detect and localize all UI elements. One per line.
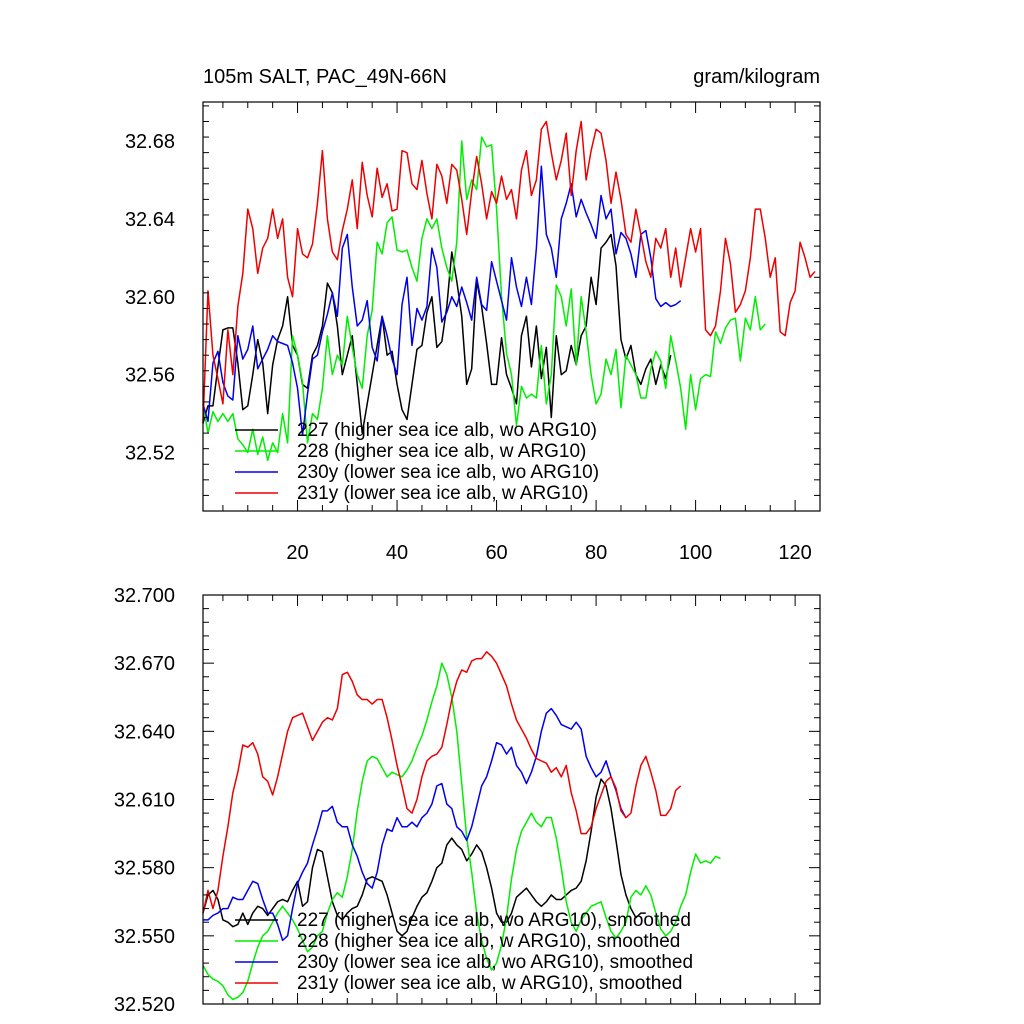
- y-tick-label: 32.640: [114, 721, 175, 743]
- bottom-series-layer: [202, 651, 721, 1001]
- y-tick-label: 32.64: [125, 209, 175, 231]
- top-title-left: 105m SALT, PAC_49N-66N: [203, 66, 447, 88]
- y-tick-label: 32.670: [114, 653, 175, 675]
- bottom-legend: 227 (higher sea ice alb, wo ARG10), smoo…: [235, 910, 693, 994]
- series-line-0-0: [202, 233, 672, 434]
- legend-label: 228 (higher sea ice alb, w ARG10): [297, 441, 586, 462]
- top-plot-frame: [202, 101, 821, 512]
- legend-label: 231y (lower sea ice alb, w ARG10), smoot…: [297, 973, 682, 994]
- y-tick-label: 32.520: [114, 994, 175, 1016]
- series-line-1-0: [202, 778, 646, 937]
- top-title-right: gram/kilogram: [693, 66, 820, 88]
- y-tick-label: 32.52: [125, 443, 175, 465]
- x-tick-label: 60: [485, 542, 507, 564]
- legend-label: 230y (lower sea ice alb, wo ARG10), smoo…: [297, 952, 693, 973]
- x-tick-label: 120: [778, 542, 811, 564]
- y-tick-label: 32.60: [125, 287, 175, 309]
- series-line-0-3: [202, 120, 816, 424]
- y-tick-label: 32.56: [125, 365, 175, 387]
- bottom-ticks: 32.520 32.550 32.580 32.610 32.640 32.670 32.7…: [114, 585, 821, 1016]
- x-tick-label: 40: [386, 542, 408, 564]
- legend-label: 230y (lower sea ice alb, wo ARG10): [297, 462, 599, 483]
- series-line-0-1: [202, 136, 766, 462]
- y-tick-label: 32.610: [114, 790, 175, 812]
- legend-label: 227 (higher sea ice alb, wo ARG10): [297, 420, 597, 441]
- top-panel: 105m SALT, PAC_49N-66N gram/kilogram 20 4…: [125, 66, 821, 564]
- legend-label: 231y (lower sea ice alb, w ARG10): [297, 483, 588, 504]
- series-line-0-2: [202, 165, 682, 436]
- top-series-layer: [202, 120, 816, 462]
- series-line-1-1: [202, 662, 721, 1001]
- y-tick-label: 32.550: [114, 926, 175, 948]
- x-tick-label: 100: [679, 542, 712, 564]
- y-tick-label: 32.580: [114, 858, 175, 880]
- y-tick-label: 32.68: [125, 131, 175, 153]
- legend-label: 228 (higher sea ice alb, w ARG10), smoot…: [297, 931, 680, 952]
- top-legend: 227 (higher sea ice alb, wo ARG10)228 (h…: [235, 420, 599, 504]
- x-tick-label: 20: [286, 542, 308, 564]
- top-ticks: 20 40 60 80 100 120 32.52 32.56 32.60 32.64 32.68: [125, 102, 821, 564]
- legend-label: 227 (higher sea ice alb, wo ARG10), smoo…: [297, 910, 691, 931]
- series-line-1-3: [202, 651, 682, 914]
- bottom-panel: 32.520 32.550 32.580 32.610 32.640 32.670 32.7…: [114, 585, 821, 1016]
- series-line-1-2: [203, 707, 627, 942]
- y-tick-label: 32.700: [114, 585, 175, 607]
- x-tick-label: 80: [585, 542, 607, 564]
